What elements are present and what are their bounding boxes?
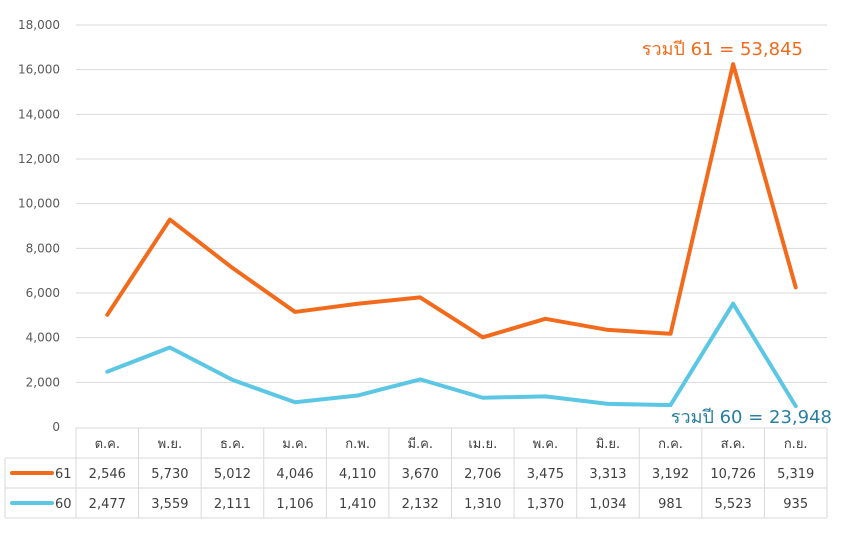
table-cell: 2,132 (402, 497, 439, 512)
table-cell: 3,670 (402, 467, 439, 482)
series-line-60 (105, 301, 798, 409)
y-tick-label: 18,000 (18, 18, 60, 32)
table-cell: 3,192 (652, 467, 689, 482)
x-category-label: ก.พ. (345, 437, 370, 452)
table-cell: 1,410 (339, 497, 376, 512)
table-cell: 4,110 (339, 467, 376, 482)
table-cell: 2,111 (214, 497, 251, 512)
table-cell: 5,319 (777, 467, 814, 482)
table-cell: 3,559 (151, 497, 188, 512)
x-category-label: พ.ย. (158, 437, 182, 452)
x-category-label: เม.ย. (468, 437, 497, 452)
annotation-total-60: รวมปี 60 = 23,948 (671, 407, 832, 428)
series-line-61 (105, 62, 798, 340)
x-category-label: ก.ย. (784, 437, 808, 452)
y-tick-label: 14,000 (18, 107, 60, 121)
y-tick-label: 12,000 (18, 152, 60, 166)
legend-label: 61 (55, 467, 72, 482)
table-cell: 2,706 (464, 467, 501, 482)
x-category-label: ต.ค. (95, 437, 120, 452)
y-tick-label: 4,000 (26, 331, 60, 345)
table-cell: 2,546 (89, 467, 126, 482)
legend-label: 60 (55, 497, 72, 512)
table-cell: 10,726 (710, 467, 756, 482)
table-cell: 1,034 (589, 497, 626, 512)
table-cell: 3,475 (527, 467, 564, 482)
table-cell: 5,730 (151, 467, 188, 482)
table-cell: 3,313 (589, 467, 626, 482)
table-cell: 935 (783, 497, 808, 512)
table-cell: 2,477 (89, 497, 126, 512)
annotation-total-61: รวมปี 61 = 53,845 (642, 39, 803, 60)
x-category-label: ธ.ค. (220, 437, 245, 452)
table-cell: 981 (658, 497, 683, 512)
x-category-label: มิ.ย. (596, 437, 620, 452)
y-tick-label: 6,000 (26, 286, 60, 300)
table-cell: 1,370 (527, 497, 564, 512)
table-cell: 1,106 (276, 497, 313, 512)
x-category-label: ส.ค. (721, 437, 746, 452)
y-tick-label: 10,000 (18, 197, 60, 211)
x-category-label: ม.ค. (282, 437, 308, 452)
table-cell: 5,012 (214, 467, 251, 482)
table-cell: 1,310 (464, 497, 501, 512)
x-category-label: พ.ค. (533, 437, 559, 452)
table-cell: 4,046 (276, 467, 313, 482)
y-tick-label: 2,000 (26, 375, 60, 389)
x-category-label: มี.ค. (407, 436, 433, 452)
y-tick-label: 8,000 (26, 241, 60, 255)
table-cell: 5,523 (715, 497, 752, 512)
x-category-label: ก.ค. (658, 437, 683, 452)
y-tick-label: 16,000 (18, 63, 60, 77)
y-tick-label: 0 (52, 420, 60, 434)
